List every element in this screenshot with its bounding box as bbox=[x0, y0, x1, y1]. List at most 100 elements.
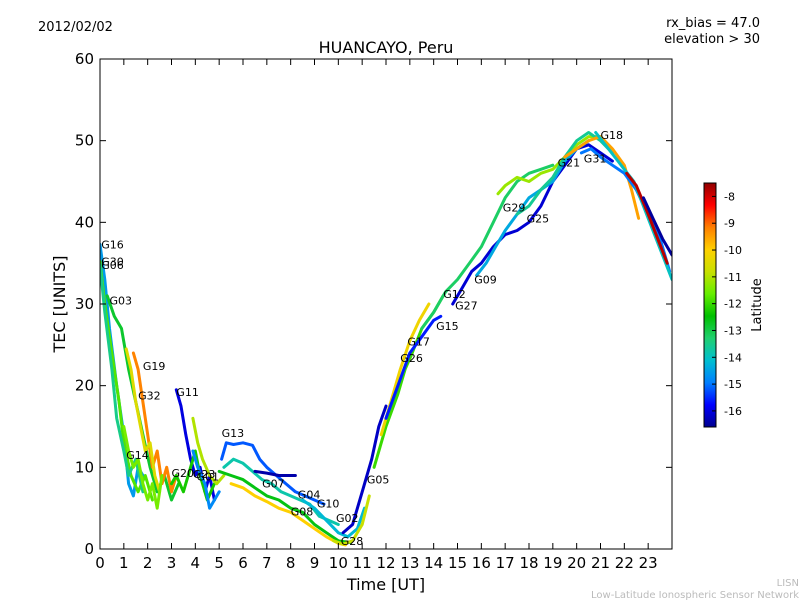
y-tick-label: 40 bbox=[75, 213, 94, 231]
sat-label-g26: G26 bbox=[400, 352, 423, 365]
sat-label-g13: G13 bbox=[222, 427, 245, 440]
y-tick-label: 60 bbox=[75, 50, 94, 68]
y-tick-label: 30 bbox=[75, 295, 94, 313]
series-g07 bbox=[222, 457, 340, 526]
colorbar-tick-label: -13 bbox=[724, 324, 742, 337]
sat-label-g06: G06 bbox=[101, 259, 124, 272]
date-label: 2012/02/02 bbox=[38, 20, 113, 35]
x-tick-label: 14 bbox=[424, 554, 443, 572]
series-g27 bbox=[451, 143, 614, 306]
x-tick-label: 20 bbox=[567, 554, 586, 572]
sat-label-g11: G11 bbox=[176, 386, 199, 399]
x-tick-label: 16 bbox=[472, 554, 491, 572]
series-g10 bbox=[253, 469, 297, 477]
sat-label-g30: G30 bbox=[101, 256, 124, 269]
y-tick-label: 10 bbox=[75, 458, 94, 476]
series-g29 bbox=[496, 135, 602, 196]
sat-label-g05: G05 bbox=[367, 474, 390, 487]
sat-label-g01: G01 bbox=[197, 470, 220, 483]
y-tick-label: 0 bbox=[84, 540, 94, 558]
series-g08 bbox=[229, 482, 347, 547]
sat-label-g16: G16 bbox=[101, 238, 124, 251]
x-tick-label: 22 bbox=[615, 554, 634, 572]
x-tick-label: 12 bbox=[376, 554, 395, 572]
footer-network: Low-Latitude Ionospheric Sensor Network bbox=[591, 590, 799, 600]
series-g09 bbox=[475, 139, 591, 277]
colorbar-ticks: -8 -9 -10 -11 -12 -13 -14 -15 -16 bbox=[712, 190, 742, 418]
x-tick-label: 21 bbox=[591, 554, 610, 572]
sat-label-g25: G25 bbox=[527, 212, 550, 225]
elevation-label: elevation > 30 bbox=[664, 32, 760, 47]
sat-label-g07: G07 bbox=[262, 478, 285, 491]
x-tick-label: 0 bbox=[95, 554, 105, 572]
sat-label-g29: G29 bbox=[503, 202, 526, 215]
x-tick-label: 6 bbox=[238, 554, 248, 572]
sat-label-g02: G02 bbox=[336, 512, 359, 525]
colorbar-tick-label: -12 bbox=[724, 298, 742, 311]
sat-label-g15: G15 bbox=[436, 320, 459, 333]
series-g13 bbox=[220, 441, 326, 506]
series-g01 bbox=[191, 416, 226, 486]
y-axis-label: TEC [UNITS] bbox=[50, 256, 69, 354]
series-g05 bbox=[341, 404, 388, 535]
x-axis: 0 1 2 3 4 5 6 7 8 9 10 11 12 13 14 15 16 17 18 19 20 21 22 23 bbox=[95, 59, 658, 572]
colorbar-tick-label: -8 bbox=[724, 190, 735, 203]
sat-label-g03: G03 bbox=[110, 295, 133, 308]
x-tick-label: 18 bbox=[519, 554, 538, 572]
colorbar-tick-label: -14 bbox=[724, 351, 742, 364]
sat-label-g31: G31 bbox=[584, 153, 607, 166]
rx-bias-label: rx_bias = 47.0 bbox=[666, 16, 760, 31]
series-g32 bbox=[124, 347, 162, 494]
x-tick-label: 3 bbox=[167, 554, 177, 572]
series-g11 bbox=[174, 388, 216, 502]
sat-label-g17: G17 bbox=[407, 336, 430, 349]
x-tick-label: 17 bbox=[496, 554, 515, 572]
x-tick-label: 2 bbox=[143, 554, 153, 572]
x-tick-label: 9 bbox=[310, 554, 320, 572]
y-tick-label: 20 bbox=[75, 377, 94, 395]
sat-label-g28: G28 bbox=[341, 535, 364, 548]
plot-area bbox=[100, 131, 672, 547]
y-tick-label: 50 bbox=[75, 132, 94, 150]
chart-title: HUANCAYO, Peru bbox=[319, 38, 454, 57]
x-tick-label: 7 bbox=[262, 554, 272, 572]
x-tick-label: 10 bbox=[329, 554, 348, 572]
series-g22 bbox=[625, 171, 669, 265]
x-tick-label: 23 bbox=[639, 554, 658, 572]
sat-label-g04: G04 bbox=[298, 488, 321, 501]
sat-label-g32: G32 bbox=[138, 390, 161, 403]
series-g15 bbox=[384, 314, 443, 420]
x-tick-label: 13 bbox=[400, 554, 419, 572]
sat-label-g12: G12 bbox=[443, 288, 466, 301]
series-g06 bbox=[100, 263, 145, 494]
x-tick-label: 1 bbox=[119, 554, 129, 572]
x-tick-label: 15 bbox=[448, 554, 467, 572]
series-g14 bbox=[122, 425, 164, 510]
series-g28 bbox=[332, 494, 371, 546]
sat-label-g10: G10 bbox=[317, 497, 340, 510]
x-tick-label: 4 bbox=[191, 554, 201, 572]
colorbar-tick-label: -10 bbox=[724, 244, 742, 257]
y-axis: 0 10 20 30 40 50 60 bbox=[75, 50, 672, 558]
sat-label-g20: G20 bbox=[172, 467, 195, 480]
colorbar-label: Latitude bbox=[750, 278, 765, 332]
series-g21 bbox=[563, 135, 641, 220]
colorbar-tick-label: -16 bbox=[724, 405, 742, 418]
x-tick-label: 11 bbox=[353, 554, 372, 572]
series-g23 bbox=[191, 449, 221, 510]
x-tick-label: 8 bbox=[286, 554, 296, 572]
series-g02 bbox=[301, 498, 366, 539]
sat-label-g27: G27 bbox=[455, 300, 478, 313]
sat-label-g23: G23 bbox=[193, 468, 216, 481]
colorbar-tick-label: -15 bbox=[724, 378, 742, 391]
sat-label-g21: G21 bbox=[558, 157, 581, 170]
x-tick-label: 5 bbox=[214, 554, 224, 572]
series-g19 bbox=[131, 351, 178, 494]
sat-label-g08: G08 bbox=[291, 505, 314, 518]
series-g12 bbox=[420, 163, 555, 330]
footer-lisn: LISN bbox=[777, 578, 799, 589]
colorbar-tick-label: -11 bbox=[724, 271, 742, 284]
series-g18 bbox=[594, 131, 672, 281]
